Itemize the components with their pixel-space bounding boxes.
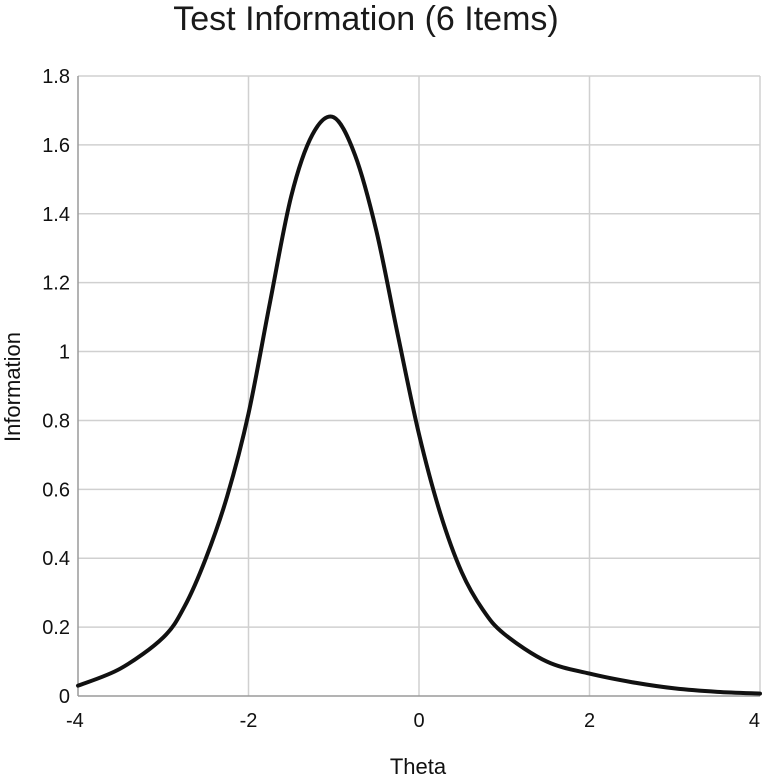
x-tick-labels: -4 -2 0 2 4 (66, 710, 760, 732)
y-axis-label: Information (0, 332, 25, 442)
y-tick-label: 0.2 (42, 617, 70, 639)
y-tick-label: 0.6 (42, 479, 70, 501)
chart-title: Test Information (6 Items) (173, 0, 558, 38)
x-tick-label: -4 (66, 710, 84, 732)
axes (77, 76, 760, 697)
x-axis-label: Theta (390, 754, 447, 777)
y-tick-label: 1.8 (42, 66, 70, 88)
y-tick-labels: 0 0.2 0.4 0.6 0.8 1 1.2 1.4 1.6 1.8 (42, 66, 70, 708)
x-tick-label: 0 (413, 710, 424, 732)
y-tick-label: 0.8 (42, 410, 70, 432)
y-tick-label: 0.4 (42, 548, 70, 570)
x-tick-label: 2 (584, 710, 595, 732)
grid-lines (78, 75, 761, 696)
x-tick-label: 4 (749, 710, 760, 732)
y-tick-label: 1.2 (42, 273, 70, 295)
x-tick-label: -2 (240, 710, 258, 732)
y-tick-label: 1.4 (42, 204, 70, 226)
y-tick-label: 1.6 (42, 135, 70, 157)
y-tick-label: 0 (59, 686, 70, 708)
y-tick-label: 1 (59, 342, 70, 364)
information-curve (76, 114, 762, 696)
